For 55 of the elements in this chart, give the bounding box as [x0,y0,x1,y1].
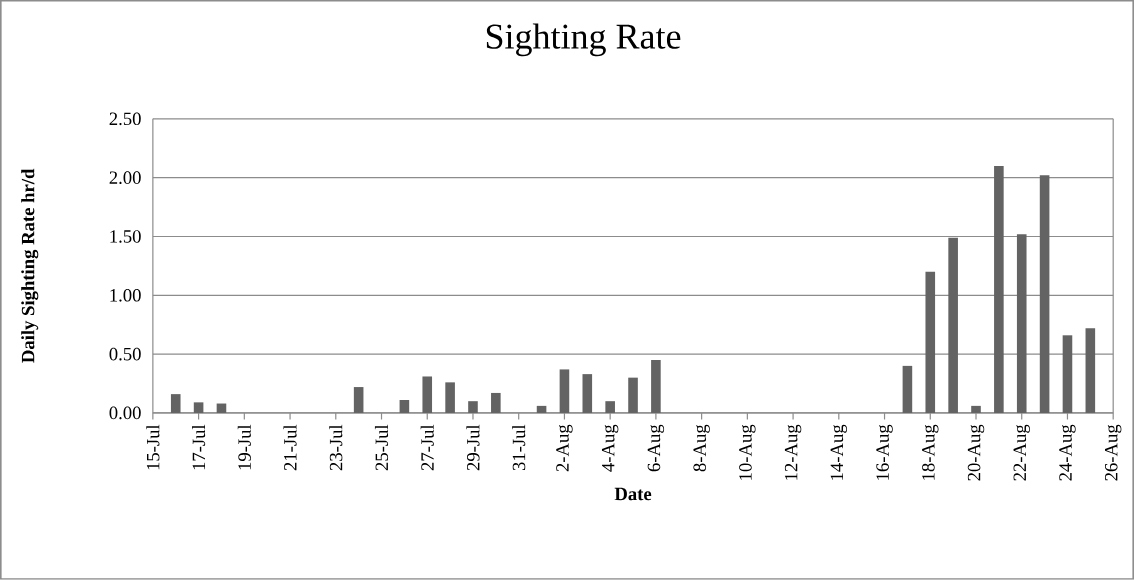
x-tick-label: 18-Aug [922,424,939,480]
bar [994,165,1004,414]
chart-title: Sighting Rate [486,23,681,57]
y-tick-label: 1.00 [110,289,141,302]
x-tick-label: 10-Aug [739,424,756,480]
bar [353,387,364,414]
x-tick-label: 19-Jul [237,424,251,470]
bar [902,365,913,414]
bar [628,377,638,414]
y-tick-label: 2.00 [109,171,141,185]
x-tick-label: 21-Jul [283,424,297,471]
bar [399,400,410,414]
x-tick-label: 2-Aug [556,424,573,472]
bar [1016,234,1027,414]
x-tick-label: 24-Aug [1059,424,1076,481]
x-tick-label: 25-Jul [374,424,389,471]
bar [582,374,593,414]
y-tick-label: 0.50 [109,347,141,361]
bar [170,394,181,414]
x-tick-label: 20-Aug [967,424,985,481]
y-axis-title: Daily Sighting Rate hr/d [21,168,39,363]
bar [948,237,958,414]
bar [193,402,204,414]
y-tick-label: 2.50 [109,112,141,126]
x-tick-label: 22-Aug [1013,424,1030,481]
x-tick-label: 8-Aug [693,424,710,472]
bar [925,271,936,414]
x-tick-label: 15-Jul [146,424,160,470]
x-tick-label: 4-Aug [601,424,619,472]
y-tick-label: 0.00 [109,406,141,420]
bar [216,403,227,414]
x-tick-label: 6-Aug [647,424,665,472]
x-tick-label: 12-Aug [784,424,802,480]
bar [651,360,661,414]
y-tick-label: 1.50 [110,230,141,243]
x-tick-label: 26-Aug [1105,424,1122,481]
bar [1085,328,1096,414]
bar [605,401,615,414]
x-tick-label: 14-Aug [830,424,847,480]
bar [445,382,455,414]
x-axis-title: Date [614,487,652,501]
x-tick-label: 17-Jul [192,424,206,470]
bar [971,405,981,414]
bar [468,401,478,414]
bar [1062,335,1073,414]
x-tick-label: 27-Jul [420,424,434,471]
bar [536,405,547,414]
bar [1039,175,1050,414]
x-tick-label: 29-Jul [466,424,480,471]
bar [491,393,501,414]
x-tick-label: 23-Jul [329,424,343,471]
x-tick-label: 31-Jul [512,424,526,471]
bar [559,369,570,414]
x-tick-label: 16-Aug [876,424,893,480]
bar [422,376,433,414]
